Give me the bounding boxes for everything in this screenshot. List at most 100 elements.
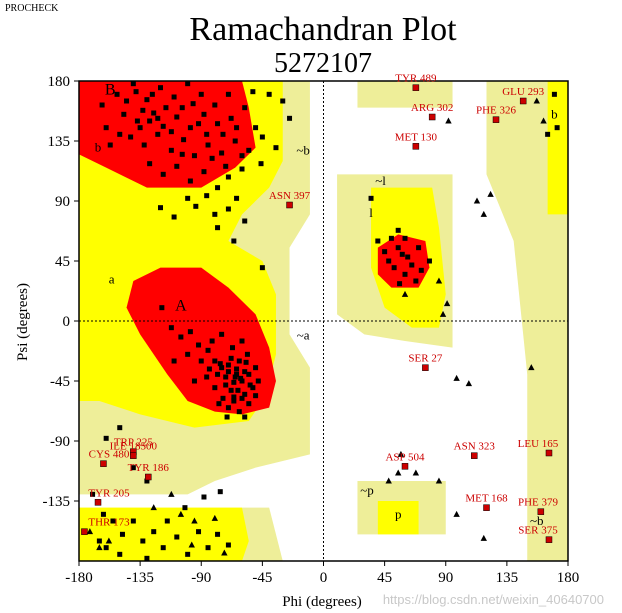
residue-point: [160, 123, 166, 129]
residue-point: [416, 245, 422, 251]
residue-points: [90, 81, 560, 561]
residue-point: [168, 147, 174, 153]
residue-point: [90, 491, 96, 497]
y-tick-label: -90: [50, 434, 70, 450]
residue-point: [280, 98, 286, 104]
residue-point: [239, 153, 245, 159]
residue-point: [239, 338, 245, 344]
residue-point: [232, 374, 238, 380]
residue-point: [140, 107, 146, 113]
residue-point: [204, 374, 210, 380]
residue-point: [259, 134, 265, 140]
residue-point: [247, 382, 253, 388]
labelled-residue-name: SER 375: [518, 525, 558, 537]
residue-point: [231, 398, 237, 404]
residue-point: [231, 379, 237, 385]
region-labels: Bb a A ~b ~a ~l l b ~b ~p p: [95, 81, 558, 528]
residue-point: [236, 358, 242, 364]
labelled-residue-name: PHE 326: [476, 105, 517, 117]
residue-point: [223, 382, 229, 388]
glycine-point: [465, 380, 473, 387]
glycine-point: [96, 544, 103, 551]
residue-point: [110, 518, 116, 524]
y-tick-label: -45: [50, 374, 70, 390]
x-axis-label: Phi (degrees): [282, 594, 362, 610]
glycine-point: [221, 549, 228, 556]
residue-point: [253, 125, 259, 131]
residue-point: [174, 534, 180, 540]
residue-point: [124, 98, 130, 104]
residue-point: [255, 378, 261, 384]
y-axis-label: Psi (degrees): [15, 283, 31, 361]
residue-point: [242, 391, 248, 397]
residue-point: [133, 89, 139, 95]
residue-point: [209, 155, 215, 161]
residue-point: [395, 227, 401, 233]
residue-point: [368, 195, 374, 201]
residue-point: [236, 409, 242, 415]
glycine-points: [86, 97, 547, 556]
residue-point: [228, 387, 234, 393]
residue-point: [187, 329, 193, 335]
residue-point: [228, 115, 234, 121]
residue-point: [178, 334, 184, 340]
labelled-residue-name: ARG 302: [411, 102, 453, 114]
y-tick-label: -135: [43, 494, 71, 510]
residue-point: [130, 81, 136, 87]
glycine-point: [473, 197, 481, 204]
residue-point: [179, 105, 185, 111]
x-tick-label: 180: [557, 570, 580, 586]
residue-point: [215, 185, 221, 191]
residue-point: [204, 131, 210, 137]
labelled-residue-name: ASN 323: [454, 441, 496, 453]
glycine-point: [435, 277, 443, 284]
residue-point: [388, 235, 394, 241]
labelled-residue-point: [428, 113, 436, 121]
residue-point: [225, 542, 231, 548]
residue-point: [232, 138, 238, 144]
residue-point: [171, 214, 177, 220]
residue-point: [187, 178, 193, 184]
residue-point: [239, 395, 245, 401]
labelled-residue-point: [401, 463, 409, 470]
residue-point: [201, 494, 207, 500]
residue-point: [244, 351, 250, 357]
residue-point: [225, 206, 231, 212]
glycine-point: [453, 510, 460, 517]
residue-point: [204, 193, 210, 199]
residue-point: [259, 265, 265, 271]
residue-point: [134, 118, 140, 124]
core-region-beta: [79, 81, 256, 188]
residue-point: [225, 91, 231, 97]
residue-point: [228, 355, 234, 361]
residue-point: [212, 358, 218, 364]
labelled-residue-name: ILE 18500: [110, 441, 158, 453]
residue-point: [242, 218, 248, 224]
residue-point: [258, 161, 264, 167]
glycine-point: [395, 469, 402, 476]
labelled-residues: TYR 489 GLU 293 ARG 302 PHE 326 MET 130 ASN 3…: [81, 73, 559, 543]
residue-point: [198, 91, 204, 97]
residue-point: [395, 245, 401, 251]
labelled-residue-name: ASP 504: [385, 451, 425, 463]
residue-point: [182, 505, 188, 511]
residue-point: [219, 365, 225, 371]
residue-point: [159, 305, 165, 311]
residue-point: [239, 378, 245, 384]
residue-point: [273, 145, 279, 151]
glycine-point: [211, 514, 219, 521]
residue-point: [215, 371, 221, 377]
residue-point: [215, 531, 221, 537]
labelled-residue-point: [483, 504, 490, 511]
residue-point: [107, 142, 113, 148]
labelled-residue-name: MET 130: [395, 131, 438, 143]
residue-point: [399, 251, 405, 257]
labelled-residue-name: TYR 489: [395, 73, 437, 85]
residue-point: [144, 478, 150, 484]
residue-point: [191, 378, 197, 384]
labelled-residue-name: ASN 397: [269, 190, 311, 202]
labelled-residue-point: [492, 116, 500, 123]
glycine-point: [445, 117, 452, 124]
glycine-point: [397, 450, 405, 457]
labelled-residue-point: [537, 508, 545, 515]
